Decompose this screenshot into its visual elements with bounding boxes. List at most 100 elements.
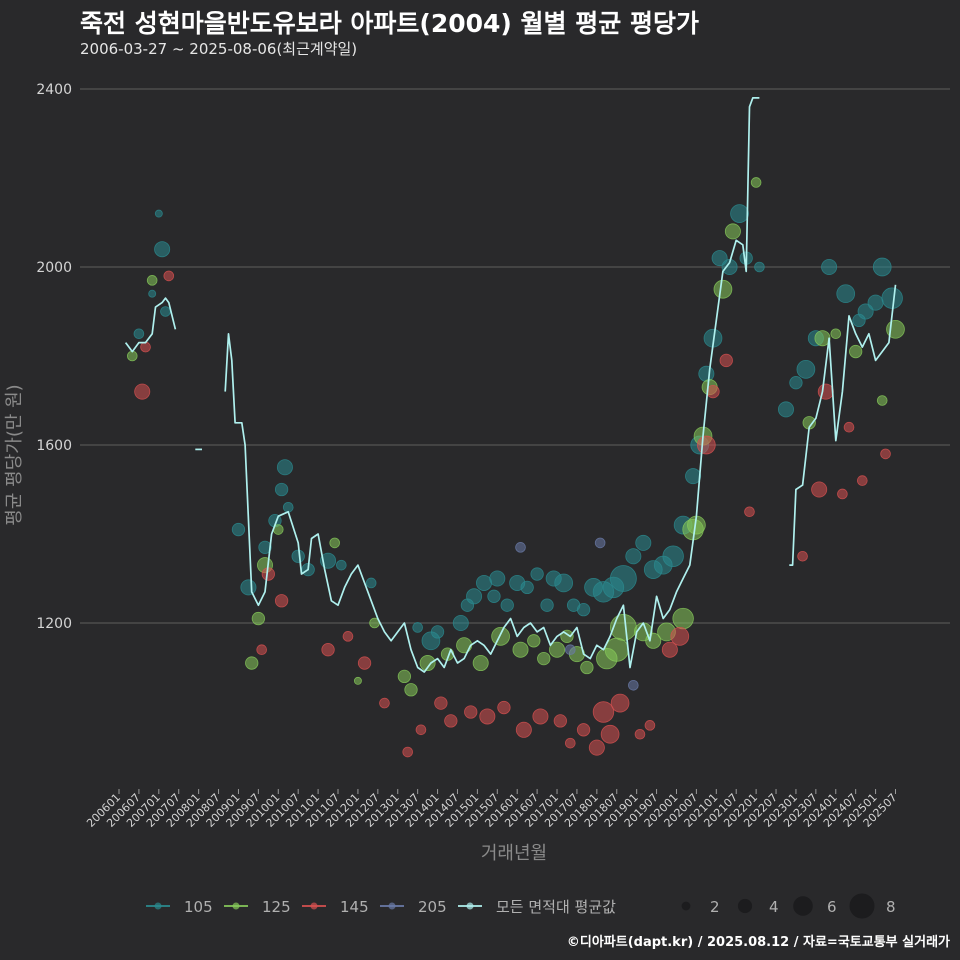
legend-label: 145	[340, 898, 369, 916]
point-105	[685, 468, 702, 485]
size-legend-label: 4	[769, 898, 779, 916]
point-205	[594, 537, 606, 549]
point-145	[719, 353, 733, 368]
point-105	[881, 287, 903, 309]
size-legend-item: 8	[849, 893, 896, 919]
point-105	[554, 573, 574, 593]
point-145	[479, 708, 496, 725]
point-105	[148, 289, 157, 298]
point-145	[444, 714, 458, 728]
point-105	[635, 534, 652, 551]
point-125	[472, 655, 489, 672]
point-145	[140, 341, 151, 353]
point-145	[592, 701, 615, 723]
point-105	[154, 241, 171, 258]
point-205	[628, 679, 639, 691]
x-axis-ticks: 2006012006072007012007072008012008072009…	[84, 789, 900, 830]
size-legend-item: 2	[681, 898, 720, 916]
point-125	[404, 683, 418, 697]
legend: 105 125 145 205 모든 면적대 평균값 2 4 6 8	[146, 893, 896, 919]
point-125	[604, 637, 629, 662]
point-105	[821, 258, 838, 275]
point-125	[329, 537, 340, 549]
legend-marker	[388, 902, 396, 910]
point-105	[430, 625, 445, 639]
point-145	[497, 700, 511, 715]
point-145	[357, 656, 372, 670]
legend-item-205: 205	[380, 898, 447, 916]
average-line-segment	[224, 97, 760, 673]
point-145	[610, 693, 630, 713]
point-105	[576, 603, 591, 617]
point-105	[258, 540, 272, 554]
point-105	[662, 545, 684, 567]
point-105	[452, 615, 469, 632]
point-105	[625, 548, 642, 565]
point-145	[515, 721, 532, 738]
point-145	[661, 641, 678, 658]
point-145	[843, 421, 855, 433]
point-145	[600, 724, 620, 744]
size-legend-marker	[737, 898, 753, 914]
point-145	[744, 506, 755, 518]
size-legend-marker	[681, 901, 691, 911]
point-125	[126, 350, 138, 362]
gridlines	[80, 88, 950, 624]
y-tick-label: 2000	[36, 260, 72, 276]
point-205	[515, 542, 526, 553]
legend-label: 125	[262, 898, 291, 916]
point-105	[276, 459, 293, 476]
x-axis-title: 거래년월	[481, 843, 547, 864]
point-105	[500, 598, 514, 612]
point-105	[836, 284, 856, 304]
point-145	[342, 631, 354, 642]
point-105	[133, 328, 145, 340]
point-145	[274, 594, 289, 608]
point-145	[811, 481, 828, 498]
legend-item-125: 125	[224, 898, 291, 916]
point-125	[419, 655, 436, 672]
point-125	[724, 223, 741, 240]
legend-marker	[310, 902, 318, 910]
y-tick-label: 1600	[36, 438, 72, 454]
legend-item-모든 면적대 평균값: 모든 면적대 평균값	[458, 898, 616, 916]
point-125	[750, 177, 762, 188]
size-legend-label: 2	[710, 898, 720, 916]
point-145	[576, 723, 591, 737]
average-line-segment	[789, 284, 897, 566]
point-105	[777, 401, 794, 418]
chart-title: 죽전 성현마을반도유보라 아파트(2004) 월별 평균 평당가	[80, 9, 699, 38]
point-105	[540, 598, 554, 612]
size-legend-label: 6	[827, 898, 837, 916]
point-125	[849, 344, 863, 359]
point-105	[154, 209, 163, 218]
point-105	[240, 579, 257, 596]
legend-label: 모든 면적대 평균값	[496, 898, 616, 916]
point-105	[867, 294, 884, 311]
point-145	[464, 705, 478, 719]
legend-marker	[232, 902, 240, 910]
point-205	[564, 644, 576, 655]
point-105	[160, 306, 171, 317]
point-125	[245, 656, 259, 670]
point-105	[489, 570, 506, 587]
point-125	[397, 669, 412, 684]
point-145	[670, 626, 690, 646]
point-145	[163, 270, 175, 282]
size-legend-marker	[793, 896, 813, 916]
series-105	[133, 204, 903, 651]
point-145	[644, 720, 656, 731]
y-tick-label: 2400	[36, 82, 72, 98]
point-125	[876, 395, 888, 406]
point-105	[282, 501, 294, 513]
point-145	[837, 488, 848, 500]
point-105	[730, 204, 749, 223]
legend-item-145: 145	[302, 898, 369, 916]
chart-subtitle: 2006-03-27 ~ 2025-08-06(최근계약일)	[80, 40, 358, 58]
point-145	[857, 475, 868, 486]
legend-label: 205	[418, 898, 447, 916]
point-105	[698, 365, 715, 382]
point-145	[379, 697, 390, 709]
point-105	[796, 359, 816, 379]
